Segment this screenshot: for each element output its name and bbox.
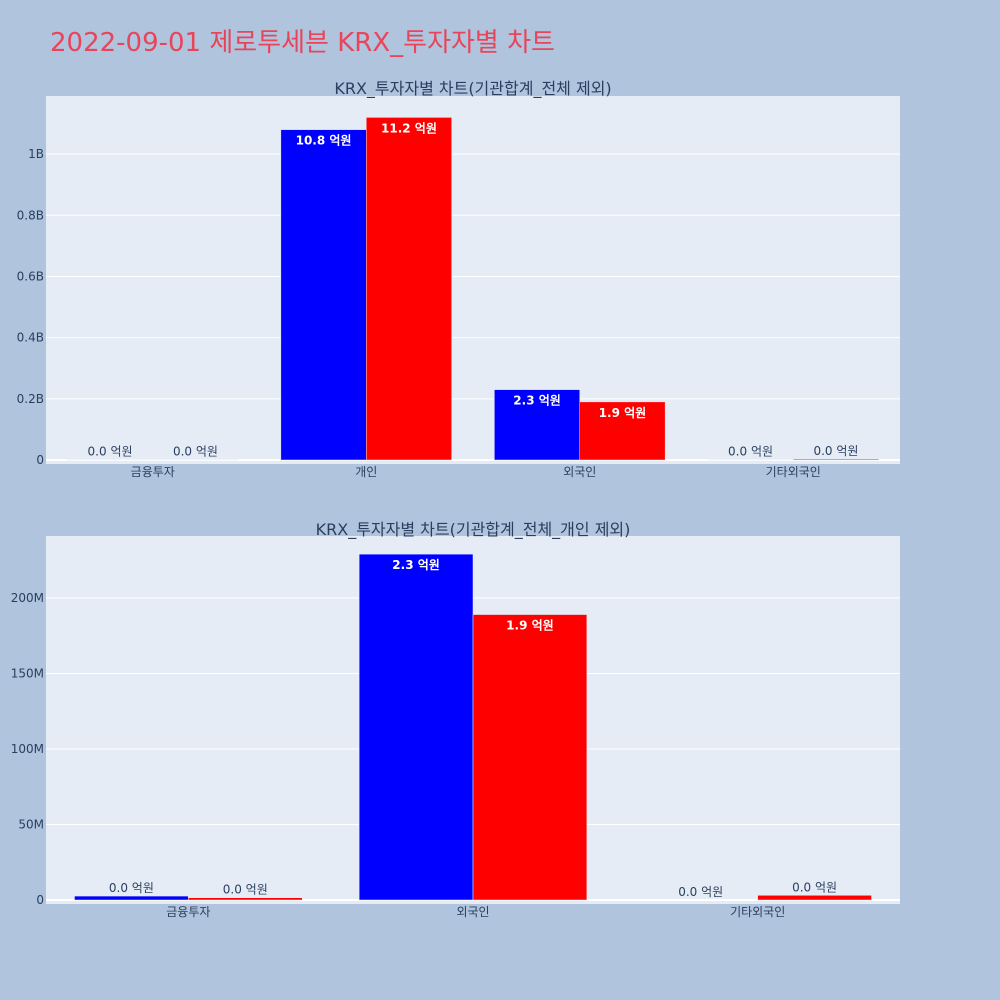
x-tick-label: 기타외국인 (766, 465, 821, 479)
bar (757, 895, 872, 901)
data-label: 11.2 억원 (381, 121, 437, 135)
data-label: 10.8 억원 (296, 134, 352, 148)
chart-title: KRX_투자자별 차트(기관합계_전체_개인 제외) (316, 520, 631, 540)
y-tick-label: 0 (36, 453, 44, 467)
x-tick-label: 기타외국인 (730, 905, 785, 919)
chart-title: KRX_투자자별 차트(기관합계_전체 제외) (334, 79, 611, 99)
data-label: 1.9 억원 (506, 619, 554, 633)
plot-area (46, 96, 900, 464)
bar (188, 897, 303, 901)
data-label: 0.0 억원 (792, 880, 837, 894)
x-tick-label: 금융투자 (131, 465, 175, 479)
data-label: 0.0 억원 (109, 881, 154, 895)
bar (358, 553, 474, 901)
bar (793, 458, 879, 461)
page-title: 2022-09-01 제로투세븐 KRX_투자자별 차트 (50, 28, 555, 58)
y-tick-label: 1B (28, 147, 44, 161)
y-tick-label: 50M (18, 817, 44, 831)
x-tick-label: 외국인 (563, 465, 596, 479)
y-tick-label: 0 (36, 893, 44, 907)
data-label: 0.0 억원 (88, 445, 133, 459)
y-tick-label: 0.2B (17, 392, 44, 406)
chart-2: 0 50M 100M 150M 200M KRX_투자자별 차트(기관합계_전체_개인 제… (11, 520, 900, 919)
data-label: 0.0 억원 (173, 445, 218, 459)
x-tick-label: 개인 (355, 465, 377, 479)
y-tick-label: 0.4B (17, 331, 44, 345)
y-tick-label: 100M (11, 742, 44, 756)
x-tick-label: 외국인 (456, 905, 489, 919)
bar (280, 129, 367, 461)
bar (579, 401, 666, 461)
data-label: 0.0 억원 (678, 885, 723, 899)
bar (472, 614, 588, 901)
data-label: 0.0 억원 (223, 883, 268, 897)
data-label: 1.9 억원 (599, 406, 647, 420)
y-tick-label: 200M (11, 591, 44, 605)
y-tick-label: 0.8B (17, 208, 44, 222)
x-tick-label: 금융투자 (166, 905, 210, 919)
y-tick-label: 0.6B (17, 269, 44, 283)
bar (366, 117, 452, 461)
y-tick-label: 150M (11, 666, 44, 680)
bar (74, 895, 189, 901)
data-label: 2.3 억원 (392, 558, 440, 572)
chart-1: 0 0.2B 0.4B 0.6B 0.8B 1B KRX_투자자별 차트(기관합계_전체 제… (17, 79, 900, 479)
data-label: 0.0 억원 (813, 444, 858, 458)
data-label: 2.3 억원 (513, 394, 561, 408)
data-label: 0.0 억원 (728, 445, 773, 459)
